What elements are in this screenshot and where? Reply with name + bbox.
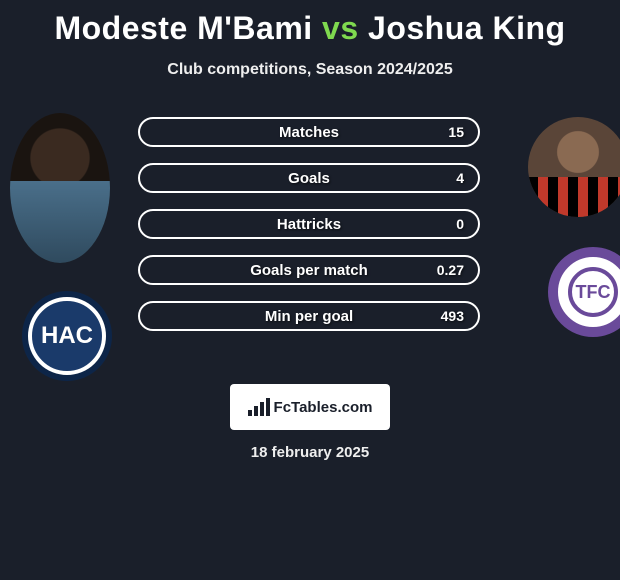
stat-row-goals-per-match: Goals per match 0.27 — [138, 255, 480, 285]
stats-list: Matches 15 Goals 4 Hattricks 0 Goals per… — [138, 117, 480, 347]
player1-club-text: HAC — [41, 322, 93, 350]
stat-label: Goals — [288, 170, 330, 187]
stat-label: Min per goal — [265, 308, 353, 325]
stat-label: Hattricks — [277, 216, 341, 233]
player2-name: Joshua King — [368, 10, 566, 46]
stat-label: Goals per match — [250, 262, 368, 279]
stat-row-hattricks: Hattricks 0 — [138, 209, 480, 239]
stat-row-min-per-goal: Min per goal 493 — [138, 301, 480, 331]
vs-text: vs — [322, 10, 359, 46]
stat-value-right: 493 — [441, 308, 464, 324]
comparison-panel: HAC TFC Matches 15 Goals 4 Hattricks 0 G… — [0, 107, 620, 407]
page-title: Modeste M'Bami vs Joshua King — [0, 0, 620, 47]
player2-club-badge: TFC — [548, 247, 620, 337]
player1-club-badge: HAC — [22, 291, 112, 381]
stat-row-matches: Matches 15 — [138, 117, 480, 147]
bars-icon — [248, 398, 270, 416]
stat-row-goals: Goals 4 — [138, 163, 480, 193]
player2-avatar — [528, 117, 620, 217]
date-text: 18 february 2025 — [0, 444, 620, 461]
player1-avatar — [10, 113, 110, 263]
stat-value-right: 0 — [456, 216, 464, 232]
stat-value-right: 4 — [456, 170, 464, 186]
stat-value-right: 15 — [448, 124, 464, 140]
brand-text: FcTables.com — [274, 399, 373, 416]
player2-club-text: TFC — [568, 267, 618, 317]
stat-label: Matches — [279, 124, 339, 141]
player1-name: Modeste M'Bami — [54, 10, 312, 46]
subtitle: Club competitions, Season 2024/2025 — [0, 61, 620, 79]
brand-badge: FcTables.com — [230, 384, 390, 430]
stat-value-right: 0.27 — [437, 262, 464, 278]
